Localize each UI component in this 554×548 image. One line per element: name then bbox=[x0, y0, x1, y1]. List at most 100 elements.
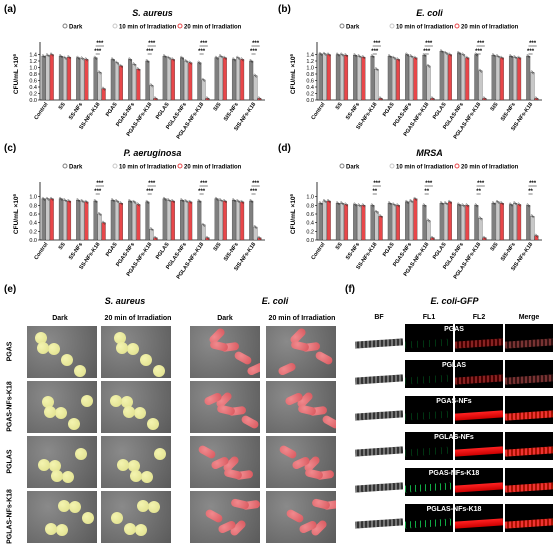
y-tick-label: 1.2 bbox=[306, 59, 314, 65]
x-tick-label: PGAS bbox=[105, 101, 119, 117]
data-point bbox=[388, 54, 390, 56]
data-point bbox=[328, 201, 331, 203]
sem-panel: S. aureus E. coli Dark 20 min of Irradia… bbox=[0, 290, 345, 548]
data-point bbox=[440, 49, 442, 52]
bar bbox=[253, 226, 258, 241]
bar bbox=[357, 55, 362, 101]
legend-label: 10 min of Irradiation bbox=[396, 25, 454, 31]
legend-marker bbox=[339, 163, 345, 169]
y-tick-label: 1.0 bbox=[29, 66, 37, 72]
data-point bbox=[372, 205, 375, 208]
bar bbox=[110, 59, 115, 101]
data-point bbox=[233, 58, 235, 61]
sig-label: *** bbox=[198, 49, 206, 55]
bar bbox=[426, 220, 431, 241]
sig-label: *** bbox=[96, 181, 104, 187]
sig-label: *** bbox=[250, 49, 258, 55]
data-point bbox=[338, 54, 340, 57]
data-point bbox=[327, 52, 329, 55]
data-point bbox=[136, 202, 139, 205]
fluor-row-label: PGAS-NFs bbox=[436, 398, 472, 405]
fluor-image bbox=[455, 396, 503, 424]
data-point bbox=[47, 55, 50, 58]
data-point bbox=[234, 200, 236, 202]
chart-title: S. aureus bbox=[132, 8, 173, 18]
data-point bbox=[441, 203, 444, 206]
data-point bbox=[61, 198, 63, 201]
data-point bbox=[130, 201, 132, 203]
bar bbox=[136, 204, 141, 241]
bar bbox=[101, 88, 106, 101]
fluor-row-label: PGLAS-NFs bbox=[434, 434, 474, 441]
bar bbox=[49, 54, 54, 101]
data-point bbox=[324, 53, 327, 56]
data-point bbox=[319, 202, 322, 205]
data-point bbox=[203, 80, 206, 82]
data-point bbox=[342, 203, 344, 206]
data-point bbox=[77, 56, 80, 59]
fluor-image bbox=[505, 504, 553, 532]
data-point bbox=[185, 200, 188, 202]
data-point bbox=[51, 53, 53, 56]
data-point bbox=[93, 199, 96, 201]
data-point bbox=[511, 56, 513, 58]
data-point bbox=[323, 199, 325, 201]
data-point bbox=[154, 97, 157, 100]
bar bbox=[63, 199, 67, 241]
data-point bbox=[409, 54, 412, 56]
fluor-image bbox=[405, 468, 453, 496]
sig-label: *** bbox=[148, 181, 156, 187]
data-point bbox=[461, 203, 464, 206]
sig-label: ** bbox=[476, 189, 481, 195]
data-point bbox=[68, 56, 71, 58]
fluor-col-label: BF bbox=[374, 314, 384, 321]
legend-marker bbox=[389, 163, 395, 169]
data-point bbox=[532, 216, 535, 219]
bar bbox=[474, 205, 479, 241]
data-point bbox=[336, 201, 338, 204]
bar bbox=[93, 57, 98, 101]
data-point bbox=[103, 222, 106, 225]
data-point bbox=[370, 54, 373, 56]
sem-micrograph bbox=[266, 381, 336, 433]
legend-label: 10 min of Irradiation bbox=[119, 25, 177, 31]
data-point bbox=[445, 202, 447, 205]
bar bbox=[526, 205, 531, 241]
data-point bbox=[493, 203, 496, 206]
fluor-title: E. coli-GFP bbox=[430, 296, 479, 306]
data-point bbox=[424, 55, 427, 58]
data-point bbox=[407, 202, 409, 204]
data-point bbox=[320, 53, 323, 56]
data-point bbox=[346, 55, 348, 58]
bar bbox=[513, 203, 518, 241]
bar bbox=[318, 53, 323, 101]
y-tick-label: 0.0 bbox=[306, 238, 314, 244]
bar bbox=[236, 57, 241, 101]
x-tick-label: Control bbox=[310, 101, 326, 121]
data-point bbox=[238, 57, 240, 60]
data-point bbox=[379, 214, 381, 217]
data-point bbox=[207, 98, 210, 101]
data-point bbox=[463, 205, 466, 208]
bar bbox=[447, 201, 452, 241]
data-point bbox=[188, 60, 191, 63]
data-point bbox=[241, 201, 244, 203]
sem-micrograph bbox=[190, 436, 260, 488]
data-point bbox=[137, 203, 140, 206]
bar bbox=[197, 62, 202, 101]
bar bbox=[41, 55, 46, 101]
data-point bbox=[361, 203, 364, 206]
data-point bbox=[115, 199, 117, 201]
bar bbox=[361, 56, 366, 101]
data-point bbox=[536, 98, 539, 101]
bar bbox=[387, 203, 392, 241]
data-point bbox=[173, 59, 175, 62]
data-point bbox=[528, 56, 531, 58]
data-point bbox=[359, 56, 362, 58]
bar bbox=[166, 199, 171, 241]
bar-chart-s-aureus: S. aureus Dark 10 min of Irradiation 20 min… bbox=[12, 8, 265, 140]
data-point bbox=[509, 202, 512, 205]
data-point bbox=[132, 62, 135, 65]
bar bbox=[353, 55, 358, 101]
data-point bbox=[484, 98, 487, 101]
